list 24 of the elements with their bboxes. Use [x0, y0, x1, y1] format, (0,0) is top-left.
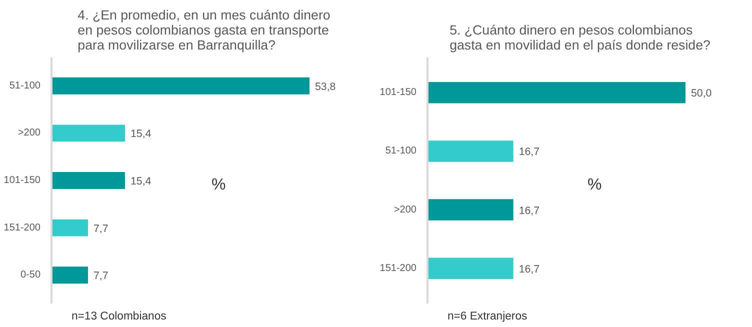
y-tick-label: 0-50	[20, 270, 41, 281]
text: n=13 Colombianos	[72, 310, 167, 322]
y-tick-label: 151-200	[4, 222, 41, 234]
data-label: 53,8	[314, 80, 336, 93]
y-tick-label: 101-150	[4, 175, 41, 186]
data-label: 7,7	[93, 270, 108, 282]
y-tick-label: >200	[394, 204, 417, 216]
y-tick-label: >200	[18, 128, 41, 139]
chart-title: 5. ¿Cuánto dinero en pesos colombianos gasta en movilidad en el país donde reside?	[450, 22, 710, 52]
annotation: %	[212, 176, 226, 194]
data-label: 16,7	[518, 146, 540, 158]
data-label: 15,4	[130, 128, 152, 140]
y-tick-label: 151-200	[380, 262, 417, 274]
data-label: 16,7	[518, 263, 540, 276]
text: n=6 Extranjeros	[448, 310, 528, 322]
y-tick-label: 51-100	[385, 146, 417, 157]
chart-title: 4. ¿En promedio, en un mes cuánto dinero en pesos colombianos gasta en transporte para movilizarse en Barranquilla?	[78, 8, 330, 52]
y-tick-label: 51-100	[9, 80, 41, 92]
data-label: 50,0	[690, 88, 712, 100]
annotation: %	[588, 176, 602, 194]
data-label: 16,7	[518, 204, 540, 217]
y-tick-label: 101-150	[380, 87, 417, 98]
data-label: 7,7	[93, 222, 108, 235]
data-label: 15,4	[130, 176, 152, 188]
